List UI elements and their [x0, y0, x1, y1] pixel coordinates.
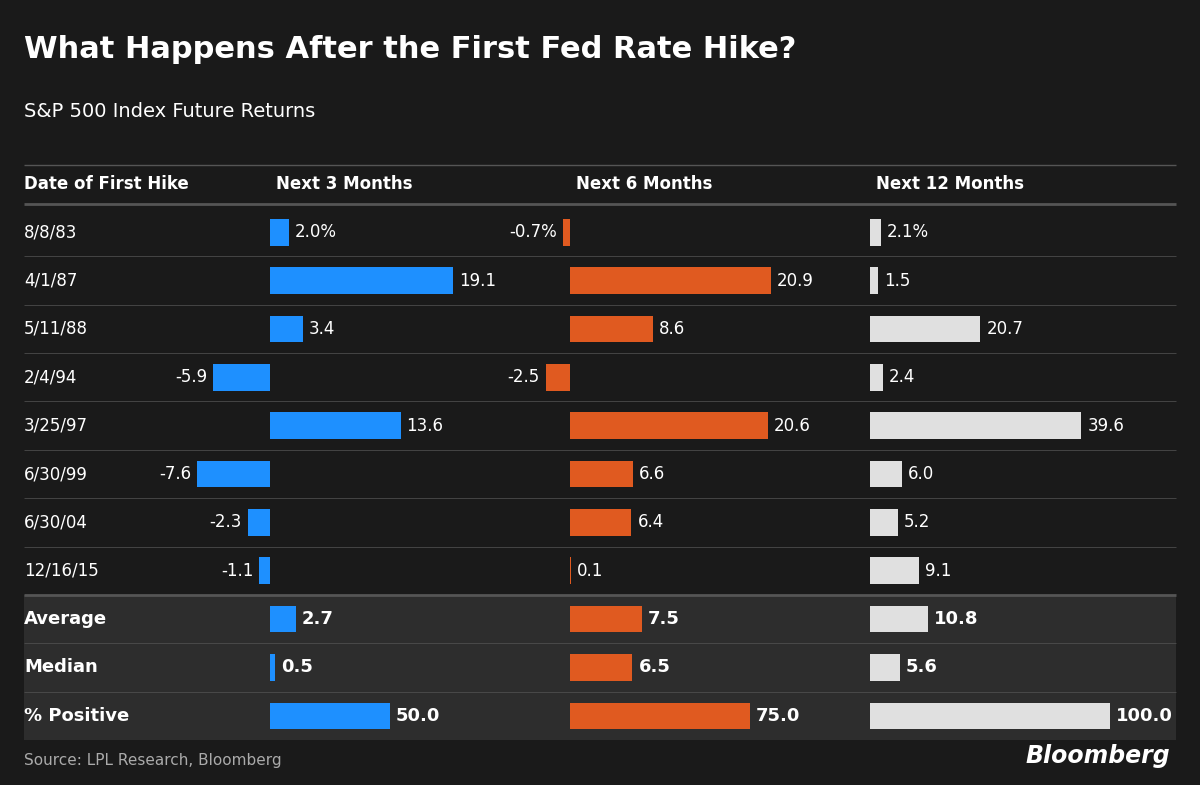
FancyBboxPatch shape	[570, 267, 770, 294]
FancyBboxPatch shape	[870, 557, 918, 584]
Text: 3/25/97: 3/25/97	[24, 417, 88, 435]
Text: 2.0%: 2.0%	[295, 223, 337, 241]
Text: -1.1: -1.1	[221, 562, 253, 580]
FancyBboxPatch shape	[570, 412, 768, 439]
Text: 1.5: 1.5	[884, 272, 911, 290]
Text: 8/8/83: 8/8/83	[24, 223, 77, 241]
Text: 5/11/88: 5/11/88	[24, 320, 88, 338]
Text: 0.5: 0.5	[281, 659, 313, 677]
FancyBboxPatch shape	[270, 703, 390, 729]
FancyBboxPatch shape	[870, 364, 883, 391]
Text: Next 6 Months: Next 6 Months	[576, 176, 713, 193]
Text: S&P 500 Index Future Returns: S&P 500 Index Future Returns	[24, 102, 316, 121]
Text: 75.0: 75.0	[756, 706, 800, 725]
Text: -2.5: -2.5	[508, 368, 540, 386]
FancyBboxPatch shape	[870, 412, 1081, 439]
Text: 0.1: 0.1	[577, 562, 604, 580]
Text: 9.1: 9.1	[924, 562, 950, 580]
Text: 20.7: 20.7	[986, 320, 1024, 338]
FancyBboxPatch shape	[24, 692, 1176, 740]
Text: 8.6: 8.6	[659, 320, 685, 338]
Text: 2.4: 2.4	[889, 368, 916, 386]
Text: -5.9: -5.9	[175, 368, 208, 386]
Text: 5.2: 5.2	[904, 513, 930, 531]
Text: 2.1%: 2.1%	[887, 223, 929, 241]
Text: 6.0: 6.0	[908, 465, 935, 483]
Text: Next 3 Months: Next 3 Months	[276, 176, 413, 193]
Text: -2.3: -2.3	[210, 513, 242, 531]
Text: -0.7%: -0.7%	[510, 223, 557, 241]
FancyBboxPatch shape	[259, 557, 270, 584]
FancyBboxPatch shape	[870, 219, 881, 246]
FancyBboxPatch shape	[870, 703, 1110, 729]
Text: 39.6: 39.6	[1087, 417, 1124, 435]
Text: Date of First Hike: Date of First Hike	[24, 176, 188, 193]
FancyBboxPatch shape	[24, 643, 1176, 692]
Text: 2/4/94: 2/4/94	[24, 368, 77, 386]
Text: 20.6: 20.6	[774, 417, 811, 435]
FancyBboxPatch shape	[870, 267, 878, 294]
FancyBboxPatch shape	[270, 412, 401, 439]
FancyBboxPatch shape	[870, 316, 980, 342]
FancyBboxPatch shape	[870, 509, 898, 535]
Text: 13.6: 13.6	[407, 417, 444, 435]
Text: % Positive: % Positive	[24, 706, 130, 725]
FancyBboxPatch shape	[197, 461, 270, 487]
Text: 10.8: 10.8	[934, 610, 978, 628]
Text: 3.4: 3.4	[308, 320, 335, 338]
Text: 6.6: 6.6	[640, 465, 666, 483]
FancyBboxPatch shape	[570, 703, 750, 729]
FancyBboxPatch shape	[214, 364, 270, 391]
FancyBboxPatch shape	[570, 509, 631, 535]
Text: 6/30/04: 6/30/04	[24, 513, 88, 531]
FancyBboxPatch shape	[563, 219, 570, 246]
Text: 6/30/99: 6/30/99	[24, 465, 88, 483]
Text: -7.6: -7.6	[158, 465, 191, 483]
Text: What Happens After the First Fed Rate Hike?: What Happens After the First Fed Rate Hi…	[24, 35, 797, 64]
Text: 2.7: 2.7	[302, 610, 334, 628]
FancyBboxPatch shape	[546, 364, 570, 391]
Text: Bloomberg: Bloomberg	[1025, 743, 1170, 768]
FancyBboxPatch shape	[570, 316, 653, 342]
FancyBboxPatch shape	[870, 654, 900, 681]
Text: Source: LPL Research, Bloomberg: Source: LPL Research, Bloomberg	[24, 753, 282, 768]
FancyBboxPatch shape	[870, 461, 902, 487]
Text: 100.0: 100.0	[1116, 706, 1172, 725]
FancyBboxPatch shape	[24, 595, 1176, 643]
Text: Median: Median	[24, 659, 97, 677]
Text: 20.9: 20.9	[776, 272, 814, 290]
FancyBboxPatch shape	[270, 219, 289, 246]
FancyBboxPatch shape	[570, 461, 634, 487]
Text: Average: Average	[24, 610, 107, 628]
FancyBboxPatch shape	[570, 654, 632, 681]
Text: 5.6: 5.6	[906, 659, 937, 677]
Text: 7.5: 7.5	[648, 610, 680, 628]
Text: 6.4: 6.4	[637, 513, 664, 531]
Text: 50.0: 50.0	[396, 706, 440, 725]
FancyBboxPatch shape	[270, 606, 296, 633]
FancyBboxPatch shape	[270, 654, 275, 681]
FancyBboxPatch shape	[270, 267, 454, 294]
FancyBboxPatch shape	[270, 316, 302, 342]
FancyBboxPatch shape	[870, 606, 928, 633]
FancyBboxPatch shape	[248, 509, 270, 535]
Text: 12/16/15: 12/16/15	[24, 562, 98, 580]
Text: 6.5: 6.5	[638, 659, 671, 677]
Text: Next 12 Months: Next 12 Months	[876, 176, 1024, 193]
Text: 19.1: 19.1	[460, 272, 497, 290]
Text: 4/1/87: 4/1/87	[24, 272, 77, 290]
FancyBboxPatch shape	[570, 606, 642, 633]
